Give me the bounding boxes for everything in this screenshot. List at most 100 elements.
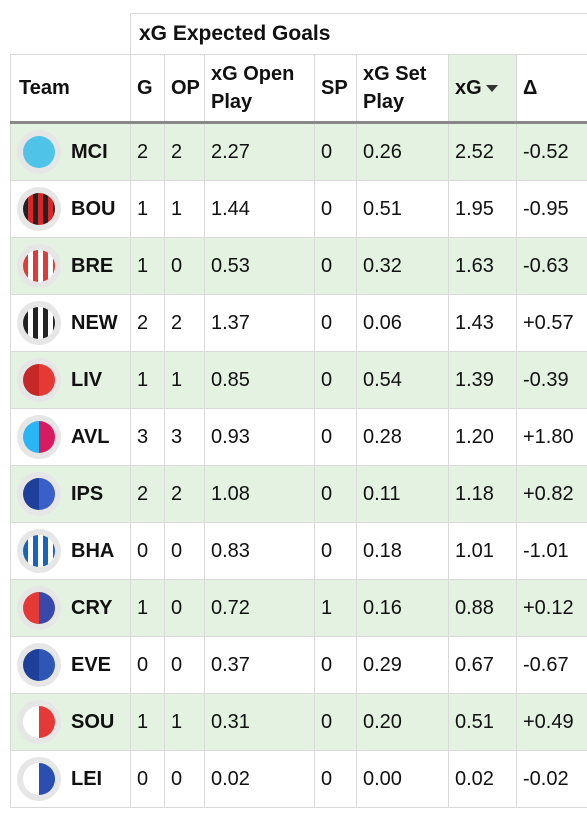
team-badge — [23, 136, 55, 168]
xg-open-play-cell: 1.37 — [204, 294, 315, 352]
xg-set-play-cell: 0.16 — [356, 579, 449, 637]
team-abbreviation: EVE — [71, 653, 112, 676]
column-header-sp[interactable]: SP — [314, 54, 357, 124]
delta-cell: +0.12 — [515, 579, 587, 637]
op-cell: 0 — [164, 636, 205, 694]
xg-open-play-cell: 0.72 — [204, 579, 315, 637]
xg-cell: 0.51 — [448, 693, 517, 751]
column-header-xg-set-play[interactable]: xG Set Play — [356, 54, 449, 124]
delta-cell: +1.80 — [515, 408, 587, 466]
sp-cell: 1 — [314, 579, 357, 637]
xg-cell: 1.01 — [448, 522, 517, 580]
sp-cell: 0 — [314, 237, 357, 295]
xg-set-play-cell: 0.00 — [356, 750, 449, 808]
xg-set-play-cell: 0.54 — [356, 351, 449, 409]
team[interactable]: CRY — [17, 586, 130, 630]
xg-cell: 1.63 — [448, 237, 517, 295]
team-badge — [23, 649, 55, 681]
team-badge — [23, 478, 55, 510]
delta-cell: -0.95 — [515, 180, 587, 238]
team-abbreviation: LIV — [71, 368, 103, 391]
team[interactable]: IPS — [17, 472, 130, 516]
op-cell: 2 — [164, 465, 205, 523]
xg-open-play-cell: 0.83 — [204, 522, 315, 580]
delta-cell: -0.52 — [515, 122, 587, 181]
team-abbreviation: NEW — [71, 311, 118, 334]
g-cell: 0 — [130, 750, 165, 808]
team-cell: EVE — [10, 636, 131, 694]
team-cell: LEI — [10, 750, 131, 808]
table-row: CRY 1 0 0.72 1 0.16 0.88 +0.12 — [10, 579, 587, 637]
team-badge-icon — [17, 472, 61, 516]
team-abbreviation: AVL — [71, 425, 110, 448]
xg-set-play-cell: 0.11 — [356, 465, 449, 523]
column-header-g[interactable]: G — [130, 54, 165, 124]
team-badge — [23, 307, 55, 339]
op-cell: 0 — [164, 579, 205, 637]
op-cell: 0 — [164, 522, 205, 580]
xg-cell: 1.95 — [448, 180, 517, 238]
xg-cell: 0.67 — [448, 636, 517, 694]
team[interactable]: AVL — [17, 415, 130, 459]
team-badge-icon — [17, 130, 61, 174]
column-header-op[interactable]: OP — [164, 54, 205, 124]
team-cell: SOU — [10, 693, 131, 751]
team[interactable]: BRE — [17, 244, 130, 288]
sp-cell: 0 — [314, 522, 357, 580]
table-row: BHA 0 0 0.83 0 0.18 1.01 -1.01 — [10, 522, 587, 580]
team-badge — [23, 763, 55, 795]
team-badge — [23, 421, 55, 453]
column-header-xg-label: xG — [455, 77, 482, 99]
team[interactable]: BOU — [17, 187, 130, 231]
team-badge — [23, 592, 55, 624]
table-row: SOU 1 1 0.31 0 0.20 0.51 +0.49 — [10, 693, 587, 751]
delta-cell: -0.39 — [515, 351, 587, 409]
sp-cell: 0 — [314, 351, 357, 409]
sp-cell: 0 — [314, 750, 357, 808]
team[interactable]: NEW — [17, 301, 130, 345]
team-badge-icon — [17, 301, 61, 345]
team-badge — [23, 706, 55, 738]
team-abbreviation: SOU — [71, 710, 115, 733]
column-header-xg[interactable]: xG — [448, 54, 517, 124]
team-badge — [23, 250, 55, 282]
op-cell: 1 — [164, 180, 205, 238]
xg-cell: 0.02 — [448, 750, 517, 808]
team-cell: AVL — [10, 408, 131, 466]
team[interactable]: SOU — [17, 700, 130, 744]
delta-cell: -0.67 — [515, 636, 587, 694]
g-cell: 0 — [130, 636, 165, 694]
delta-cell: -0.63 — [515, 237, 587, 295]
op-cell: 0 — [164, 237, 205, 295]
xg-cell: 1.43 — [448, 294, 517, 352]
team[interactable]: LIV — [17, 358, 130, 402]
delta-cell: -1.01 — [515, 522, 587, 580]
xg-cell: 1.20 — [448, 408, 517, 466]
team[interactable]: MCI — [17, 130, 130, 174]
team-cell: NEW — [10, 294, 131, 352]
g-cell: 3 — [130, 408, 165, 466]
table-row: MCI 2 2 2.27 0 0.26 2.52 -0.52 — [10, 122, 587, 181]
team-abbreviation: BHA — [71, 539, 115, 562]
xg-open-play-cell: 0.02 — [204, 750, 315, 808]
column-header-xg-open-play[interactable]: xG Open Play — [204, 54, 315, 124]
xg-set-play-cell: 0.26 — [356, 122, 449, 181]
table-row: IPS 2 2 1.08 0 0.11 1.18 +0.82 — [10, 465, 587, 523]
xg-set-play-cell: 0.06 — [356, 294, 449, 352]
team[interactable]: LEI — [17, 757, 130, 801]
team-cell: BRE — [10, 237, 131, 295]
group-header: xG Expected Goals — [129, 13, 587, 55]
team-cell: LIV — [10, 351, 131, 409]
xg-set-play-cell: 0.20 — [356, 693, 449, 751]
g-cell: 1 — [130, 237, 165, 295]
team-badge-icon — [17, 757, 61, 801]
team[interactable]: EVE — [17, 643, 130, 687]
delta-cell: -0.02 — [515, 750, 587, 808]
team-badge-icon — [17, 529, 61, 573]
column-header-delta[interactable]: Δ — [515, 54, 587, 124]
column-header-team[interactable]: Team — [10, 54, 131, 124]
op-cell: 3 — [164, 408, 205, 466]
team-abbreviation: IPS — [71, 482, 104, 505]
team[interactable]: BHA — [17, 529, 130, 573]
sp-cell: 0 — [314, 465, 357, 523]
